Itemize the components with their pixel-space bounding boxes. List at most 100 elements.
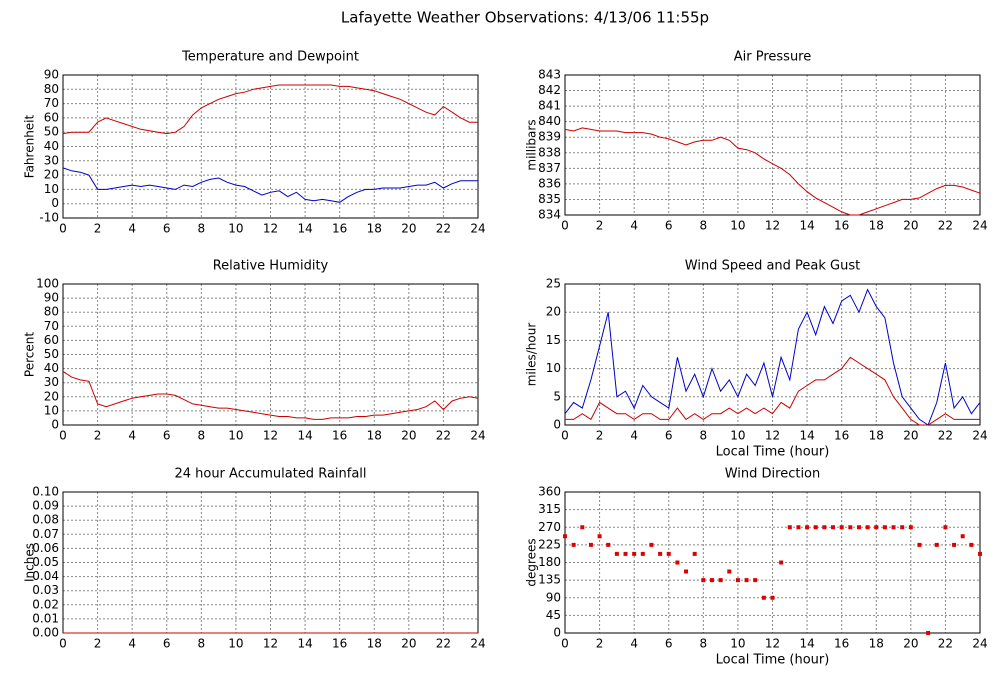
x-tick-label: 0	[561, 637, 569, 651]
y-tick-label: 45	[546, 608, 561, 622]
y-axis-label: Fahrenheit	[23, 114, 37, 178]
x-tick-label: 2	[94, 429, 102, 443]
y-tick-label: 315	[538, 502, 561, 516]
data-point	[787, 525, 792, 530]
data-point	[908, 525, 913, 530]
y-tick-label: 270	[538, 520, 561, 534]
data-point	[891, 525, 896, 530]
x-tick-label: 16	[332, 429, 347, 443]
chart-title: 24 hour Accumulated Rainfall	[174, 467, 366, 482]
data-point	[597, 534, 602, 539]
data-point	[770, 595, 775, 600]
chart-title: Air Pressure	[734, 50, 812, 65]
x-tick-label: 12	[263, 222, 278, 236]
y-tick-label: 60	[44, 333, 59, 347]
y-tick-label: 90	[44, 68, 59, 82]
data-point	[580, 525, 585, 530]
x-tick-label: 8	[198, 429, 206, 443]
data-point	[735, 578, 740, 583]
data-point	[882, 525, 887, 530]
x-tick-label: 6	[163, 637, 171, 651]
x-tick-label: 4	[128, 429, 136, 443]
data-line	[62, 84, 478, 135]
x-tick-label: 20	[401, 637, 416, 651]
y-axis-label: degrees	[525, 538, 539, 586]
x-tick-label: 22	[436, 637, 451, 651]
data-point	[658, 551, 663, 556]
data-point	[753, 578, 758, 583]
y-axis-label: Percent	[23, 332, 37, 377]
x-tick-label: 8	[198, 222, 206, 236]
x-tick-label: 10	[228, 637, 243, 651]
chart-title: Wind Speed and Peak Gust	[685, 259, 860, 274]
data-point	[692, 551, 697, 556]
x-tick-label: 6	[665, 429, 673, 443]
x-tick-label: 16	[332, 222, 347, 236]
x-axis-label: Local Time (hour)	[716, 653, 830, 668]
data-point	[917, 542, 922, 547]
x-tick-label: 14	[799, 429, 814, 443]
x-tick-label: 2	[596, 637, 604, 651]
data-line	[565, 356, 980, 426]
x-tick-label: 16	[834, 429, 849, 443]
data-point	[614, 551, 619, 556]
data-point	[796, 525, 801, 530]
y-tick-label: 70	[44, 96, 59, 110]
y-tick-label: 15	[546, 333, 561, 347]
y-axis-label: miles/hour	[525, 323, 539, 387]
x-tick-label: 12	[765, 219, 780, 233]
y-tick-label: 842	[538, 83, 561, 97]
data-point	[874, 525, 879, 530]
data-point	[709, 578, 714, 583]
data-point	[831, 525, 836, 530]
x-tick-label: 4	[630, 429, 638, 443]
plot-frame	[564, 74, 981, 216]
x-tick-label: 14	[297, 637, 312, 651]
x-tick-label: 16	[332, 637, 347, 651]
y-tick-label: 360	[538, 485, 561, 499]
x-tick-label: 24	[470, 222, 485, 236]
y-tick-label: 0.03	[32, 583, 59, 597]
y-tick-label: 40	[44, 139, 59, 153]
x-tick-label: 24	[470, 637, 485, 651]
x-tick-label: 10	[228, 429, 243, 443]
y-tick-label: 841	[538, 99, 561, 113]
x-tick-label: 18	[869, 429, 884, 443]
y-axis-label: Inches	[23, 543, 37, 582]
data-point	[856, 525, 861, 530]
x-tick-label: 8	[700, 637, 708, 651]
y-tick-label: 40	[44, 361, 59, 375]
x-tick-label: 0	[561, 429, 569, 443]
data-point	[960, 534, 965, 539]
x-tick-label: 6	[163, 222, 171, 236]
x-tick-label: 24	[972, 637, 987, 651]
data-point	[761, 595, 766, 600]
y-tick-label: 839	[538, 130, 561, 144]
x-tick-label: 14	[297, 222, 312, 236]
y-tick-label: 5	[553, 389, 561, 403]
x-tick-label: 10	[730, 429, 745, 443]
y-tick-label: 0	[553, 626, 561, 640]
x-tick-label: 22	[436, 429, 451, 443]
y-tick-label: 838	[538, 145, 561, 159]
data-point	[952, 542, 957, 547]
data-point	[649, 542, 654, 547]
y-tick-label: 90	[546, 590, 561, 604]
x-tick-label: 2	[596, 429, 604, 443]
x-tick-label: 16	[834, 637, 849, 651]
y-tick-label: 0.09	[32, 499, 59, 513]
data-point	[943, 525, 948, 530]
y-tick-label: 10	[44, 403, 59, 417]
data-line	[564, 127, 981, 216]
x-tick-label: 14	[297, 429, 312, 443]
x-tick-label: 8	[700, 219, 708, 233]
data-point	[718, 578, 723, 583]
y-tick-label: 20	[44, 389, 59, 403]
x-tick-label: 12	[765, 637, 780, 651]
x-tick-label: 6	[163, 429, 171, 443]
y-tick-label: 20	[44, 168, 59, 182]
x-tick-label: 6	[665, 219, 673, 233]
y-tick-label: 837	[538, 161, 561, 175]
y-tick-label: 0.01	[32, 611, 59, 625]
y-tick-label: -10	[39, 211, 59, 225]
